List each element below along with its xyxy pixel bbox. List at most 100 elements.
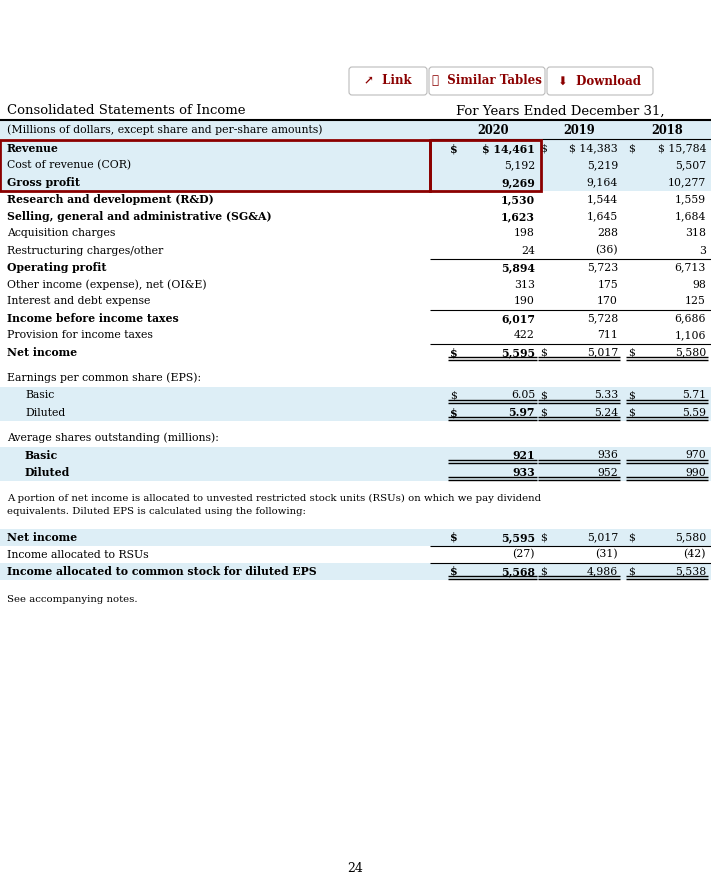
Bar xyxy=(0,276,711,293)
Text: 2020: 2020 xyxy=(477,124,508,136)
Text: Net income: Net income xyxy=(7,347,77,358)
Text: Research and development (R&D): Research and development (R&D) xyxy=(7,194,214,205)
Bar xyxy=(0,174,711,191)
Text: Income allocated to common stock for diluted EPS: Income allocated to common stock for dil… xyxy=(7,566,316,577)
Text: 5.24: 5.24 xyxy=(594,408,618,417)
Text: Other income (expense), net (OI&E): Other income (expense), net (OI&E) xyxy=(7,279,207,290)
Text: 5,595: 5,595 xyxy=(501,347,535,358)
Text: 5,580: 5,580 xyxy=(675,532,706,543)
Bar xyxy=(0,310,711,327)
Text: 318: 318 xyxy=(685,228,706,239)
Text: (27): (27) xyxy=(513,549,535,560)
Bar xyxy=(0,121,711,139)
Text: 190: 190 xyxy=(514,296,535,307)
Text: Selling, general and administrative (SG&A): Selling, general and administrative (SG&… xyxy=(7,211,272,222)
Text: 5,017: 5,017 xyxy=(587,347,618,357)
Text: $: $ xyxy=(628,143,635,154)
Text: Consolidated Statements of Income: Consolidated Statements of Income xyxy=(7,104,245,118)
Text: 1,645: 1,645 xyxy=(587,211,618,222)
Bar xyxy=(0,140,711,157)
Bar xyxy=(0,546,711,563)
Text: Diluted: Diluted xyxy=(25,467,70,478)
Text: 6,017: 6,017 xyxy=(501,313,535,324)
Text: Income allocated to RSUs: Income allocated to RSUs xyxy=(7,550,149,560)
Text: (31): (31) xyxy=(595,549,618,560)
Text: Basic: Basic xyxy=(25,450,58,461)
Text: 1,544: 1,544 xyxy=(587,194,618,204)
Text: $: $ xyxy=(540,532,547,543)
Text: Basic: Basic xyxy=(25,391,54,400)
Text: $: $ xyxy=(450,532,458,543)
Text: 5,507: 5,507 xyxy=(675,161,706,171)
Text: 990: 990 xyxy=(685,468,706,477)
Text: Interest and debt expense: Interest and debt expense xyxy=(7,296,150,307)
Text: 170: 170 xyxy=(597,296,618,307)
Text: Diluted: Diluted xyxy=(25,408,65,417)
Text: Cost of revenue (COR): Cost of revenue (COR) xyxy=(7,160,131,171)
Text: 1,106: 1,106 xyxy=(675,331,706,340)
Text: 936: 936 xyxy=(597,451,618,461)
Text: Revenue: Revenue xyxy=(7,143,59,154)
Text: 6.05: 6.05 xyxy=(510,391,535,400)
Text: For Years Ended December 31,: For Years Ended December 31, xyxy=(456,104,664,118)
Text: 5,723: 5,723 xyxy=(587,263,618,272)
Text: 5.33: 5.33 xyxy=(594,391,618,400)
Text: 175: 175 xyxy=(597,279,618,289)
Text: $: $ xyxy=(450,566,458,577)
Bar xyxy=(0,429,711,447)
Bar xyxy=(0,242,711,259)
Text: 98: 98 xyxy=(692,279,706,289)
Text: 5,894: 5,894 xyxy=(501,262,535,273)
Text: $: $ xyxy=(628,408,635,417)
FancyBboxPatch shape xyxy=(349,67,427,95)
Text: $ 14,461: $ 14,461 xyxy=(482,143,535,154)
Text: $: $ xyxy=(628,347,635,357)
Text: 1,684: 1,684 xyxy=(675,211,706,222)
Text: Gross profit: Gross profit xyxy=(7,177,80,188)
Text: 3: 3 xyxy=(699,246,706,255)
Text: $: $ xyxy=(540,143,547,154)
Bar xyxy=(430,140,541,191)
Text: ⌛  Similar Tables: ⌛ Similar Tables xyxy=(432,74,542,88)
Bar xyxy=(0,293,711,310)
Text: 5,538: 5,538 xyxy=(675,567,706,576)
Text: Net income: Net income xyxy=(7,532,77,543)
Text: ⬇  Download: ⬇ Download xyxy=(559,74,641,88)
Text: Earnings per common share (EPS):: Earnings per common share (EPS): xyxy=(7,373,201,384)
Text: (42): (42) xyxy=(683,549,706,560)
Text: $: $ xyxy=(628,567,635,576)
Text: 1,559: 1,559 xyxy=(675,194,706,204)
Text: A portion of net income is allocated to unvested restricted stock units (RSUs) o: A portion of net income is allocated to … xyxy=(7,493,541,503)
Text: 921: 921 xyxy=(513,450,535,461)
Bar xyxy=(0,140,430,191)
Text: $: $ xyxy=(450,407,458,418)
Text: Income before income taxes: Income before income taxes xyxy=(7,313,178,324)
Text: $: $ xyxy=(450,347,458,358)
Text: $: $ xyxy=(540,347,547,357)
Text: 5,219: 5,219 xyxy=(587,161,618,171)
Text: 970: 970 xyxy=(685,451,706,461)
Bar xyxy=(0,225,711,242)
Text: 5,568: 5,568 xyxy=(501,566,535,577)
Bar xyxy=(0,327,711,344)
Text: Operating profit: Operating profit xyxy=(7,262,107,273)
Text: 5,580: 5,580 xyxy=(675,347,706,357)
Text: 24: 24 xyxy=(348,863,363,875)
Text: $ 15,784: $ 15,784 xyxy=(658,143,706,154)
FancyBboxPatch shape xyxy=(429,67,545,95)
Text: (Millions of dollars, except share and per-share amounts): (Millions of dollars, except share and p… xyxy=(7,125,323,135)
Bar xyxy=(0,447,711,464)
Text: $: $ xyxy=(450,143,458,154)
Text: 125: 125 xyxy=(685,296,706,307)
Text: 933: 933 xyxy=(512,467,535,478)
Text: 2019: 2019 xyxy=(563,124,595,136)
Text: $: $ xyxy=(628,391,635,400)
Text: 288: 288 xyxy=(597,228,618,239)
Text: 5,595: 5,595 xyxy=(501,532,535,543)
Text: 5,728: 5,728 xyxy=(587,314,618,324)
Bar xyxy=(0,157,711,174)
Bar xyxy=(0,344,711,361)
Text: 9,269: 9,269 xyxy=(501,177,535,188)
Text: 422: 422 xyxy=(514,331,535,340)
Text: 1,623: 1,623 xyxy=(501,211,535,222)
